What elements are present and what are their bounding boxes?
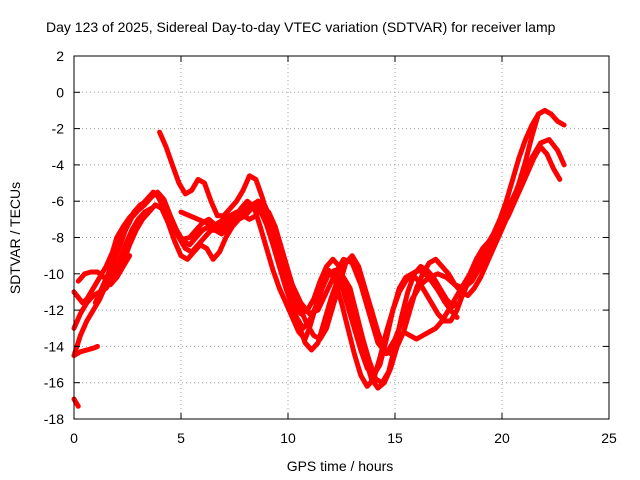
series-track-8 (71, 343, 100, 358)
chart-title: Day 123 of 2025, Sidereal Day-to-day VTE… (46, 19, 556, 35)
series-track-9 (71, 396, 81, 409)
series-layer (71, 107, 567, 409)
x-tick-label: 5 (177, 430, 185, 446)
y-axis-label: SDTVAR / TECUs (7, 182, 23, 294)
series-track-3 (92, 111, 541, 357)
y-tick-label: -8 (52, 230, 65, 246)
series-track-5 (178, 137, 567, 357)
y-tick-label: -16 (44, 375, 64, 391)
series-track-7 (71, 206, 154, 331)
y-tick-label: -2 (52, 121, 65, 137)
y-tick-label: 0 (56, 84, 64, 100)
series-track-10 (75, 253, 133, 288)
x-tick-label: 10 (280, 430, 296, 446)
y-tick-label: -10 (44, 266, 64, 282)
x-tick-label: 0 (70, 430, 78, 446)
x-tick-label: 20 (494, 430, 510, 446)
y-tick-label: -18 (44, 411, 64, 427)
x-tick-label: 25 (601, 430, 617, 446)
series-track-6 (114, 144, 563, 378)
ticks: 0 5 10 15 20 25 -18 -16 -14 -12 -10 -8 -6 -4 -2 0 2 (44, 48, 617, 446)
x-axis-label: GPS time / hours (287, 458, 394, 474)
y-tick-label: -12 (44, 302, 64, 318)
grid (74, 56, 609, 419)
y-tick-label: 2 (56, 48, 64, 64)
y-tick-label: -14 (44, 338, 64, 354)
series-track-2 (71, 151, 539, 386)
y-tick-label: -4 (52, 157, 65, 173)
x-tick-label: 15 (387, 430, 403, 446)
y-tick-label: -6 (52, 193, 65, 209)
